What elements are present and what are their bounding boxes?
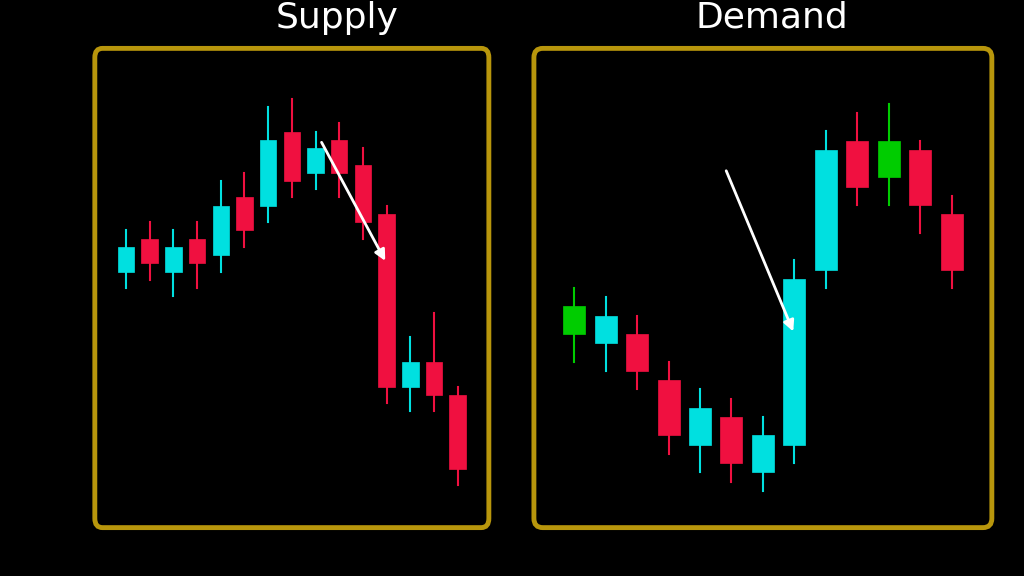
Bar	[213, 206, 229, 255]
Bar	[450, 395, 466, 469]
Bar	[909, 150, 931, 205]
Bar	[783, 279, 805, 445]
Bar	[626, 334, 648, 371]
Bar	[595, 316, 616, 343]
Bar	[657, 380, 680, 435]
Bar	[165, 247, 181, 271]
Bar	[846, 141, 868, 187]
Bar	[237, 198, 253, 230]
Bar	[378, 214, 395, 386]
Bar	[721, 417, 742, 463]
Bar	[941, 214, 963, 270]
Bar	[426, 362, 442, 395]
Bar	[118, 247, 134, 271]
Bar	[188, 238, 206, 263]
Bar	[141, 238, 158, 263]
Bar	[815, 150, 837, 270]
Bar	[307, 148, 324, 173]
Bar	[752, 435, 774, 472]
Text: Demand: Demand	[695, 1, 848, 35]
Bar	[402, 362, 419, 386]
Bar	[260, 140, 276, 206]
Text: Supply: Supply	[275, 1, 398, 35]
Bar	[878, 141, 900, 177]
Bar	[689, 408, 711, 445]
Bar	[563, 306, 585, 334]
Bar	[354, 165, 371, 222]
Bar	[331, 140, 347, 173]
Bar	[284, 132, 300, 181]
